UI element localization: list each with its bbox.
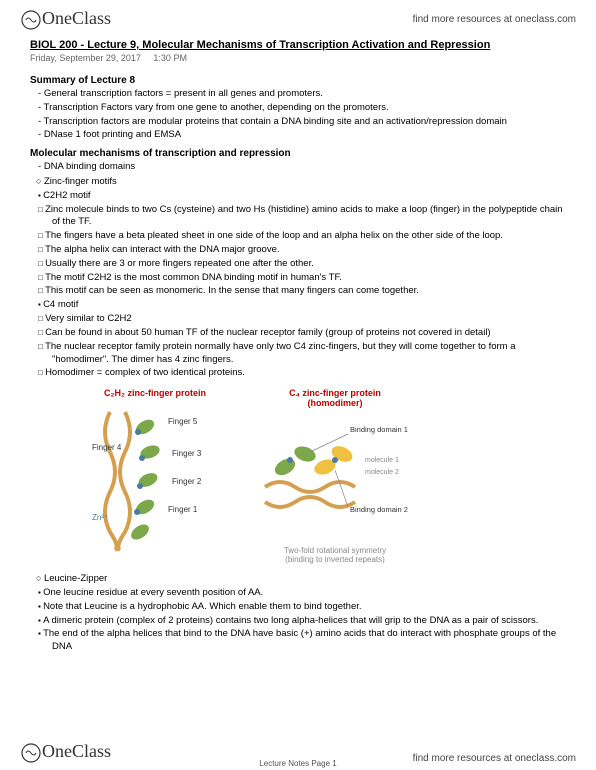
logo-one: One [42, 8, 72, 28]
list-item: C4 motif [52, 299, 566, 312]
logo-class: Class [72, 741, 111, 761]
list-item: DNase 1 foot printing and EMSA [48, 129, 566, 142]
list-item: The end of the alpha helices that bind t… [52, 628, 566, 654]
list-item: Note that Leucine is a hydrophobic AA. W… [52, 601, 566, 614]
page-title: BIOL 200 - Lecture 9, Molecular Mechanis… [30, 39, 566, 51]
finger-label: Finger 4 [92, 443, 122, 452]
list-item: Transcription factors are modular protei… [48, 116, 566, 129]
summary-head: Summary of Lecture 8 [30, 75, 566, 86]
content: BIOL 200 - Lecture 9, Molecular Mechanis… [0, 35, 596, 654]
list-item: One leucine residue at every seventh pos… [52, 587, 566, 600]
list-item: Can be found in about 50 human TF of the… [52, 327, 566, 340]
figure-right: C₄ zinc-finger protein (homodimer) Bindi… [250, 388, 420, 564]
c4-list: C4 motif [30, 299, 566, 312]
list-item: General transcription factors = present … [48, 88, 566, 101]
mech-head: Molecular mechanisms of transcription an… [30, 148, 566, 159]
list-item: Transcription Factors vary from one gene… [48, 102, 566, 115]
logo-one: One [42, 741, 72, 761]
mol-label: molecule 2 [365, 469, 399, 476]
logo-icon [20, 9, 42, 31]
list-item: The fingers have a beta pleated sheet in… [52, 230, 566, 243]
list-item: Usually there are 3 or more fingers repe… [52, 258, 566, 271]
finger-label: Finger 2 [172, 477, 202, 486]
list-item: The alpha helix can interact with the DN… [52, 244, 566, 257]
list-item: Zinc-finger motifs [50, 175, 566, 189]
bd-label: Binding domain 1 [350, 425, 408, 434]
mech-list: DNA binding domains [30, 161, 566, 174]
page-number: Lecture Notes Page 1 [259, 759, 336, 768]
c4-diagram: Binding domain 1 molecule 1 molecule 2 B… [250, 412, 420, 542]
bd-label: Binding domain 2 [350, 505, 408, 514]
logo-class: Class [72, 8, 111, 28]
summary-list: General transcription factors = present … [30, 88, 566, 142]
list-item: The motif C2H2 is the most common DNA bi… [52, 272, 566, 285]
mol-label: molecule 1 [365, 457, 399, 464]
finger-label: Finger 1 [168, 505, 198, 514]
fig-caption: Two-fold rotational symmetry (binding to… [284, 546, 386, 564]
list-item: A dimeric protein (complex of 2 proteins… [52, 615, 566, 628]
header: OneClass find more resources at oneclass… [0, 0, 596, 35]
meta-date: Friday, September 29, 2017 [30, 53, 141, 63]
figure-left: C₂H₂ zinc-finger protein Finger 5 [90, 388, 220, 564]
meta-time: 1:30 PM [153, 53, 187, 63]
figure: C₂H₂ zinc-finger protein Finger 5 [90, 388, 566, 564]
zn-label: Zn²⁺ [92, 513, 108, 522]
list-item: This motif can be seen as monomeric. In … [52, 285, 566, 298]
zinc-list: Zinc-finger motifs [30, 175, 566, 189]
c2h2-items: Zinc molecule binds to two Cs (cysteine)… [30, 204, 566, 299]
logo: OneClass [20, 8, 111, 31]
logo-icon [20, 742, 42, 764]
footer-logo: OneClass [20, 741, 111, 764]
meta: Friday, September 29, 2017 1:30 PM [30, 53, 566, 63]
list-item: DNA binding domains [48, 161, 566, 174]
c4-items: Very similar to C2H2 Can be found in abo… [30, 313, 566, 380]
list-item: C2H2 motif [52, 190, 566, 203]
list-item: Very similar to C2H2 [52, 313, 566, 326]
fig-right-title: C₄ zinc-finger protein (homodimer) [289, 388, 381, 408]
footer-link[interactable]: find more resources at oneclass.com [413, 753, 576, 764]
list-item: Zinc molecule binds to two Cs (cysteine)… [52, 204, 566, 230]
leucine-list: Leucine-Zipper [30, 572, 566, 586]
list-item: The nuclear receptor family protein norm… [52, 341, 566, 367]
leucine-items: One leucine residue at every seventh pos… [30, 587, 566, 654]
finger-label: Finger 3 [172, 449, 202, 458]
finger-label: Finger 5 [168, 417, 198, 426]
c2h2-diagram: Finger 5 Finger 4 Finger 3 Finger 2 Fing… [90, 402, 220, 552]
list-item: Homodimer = complex of two identical pro… [52, 367, 566, 380]
list-item: Leucine-Zipper [50, 572, 566, 586]
fig-left-title: C₂H₂ zinc-finger protein [104, 388, 206, 398]
header-link[interactable]: find more resources at oneclass.com [413, 14, 576, 25]
c2h2-list: C2H2 motif [30, 190, 566, 203]
